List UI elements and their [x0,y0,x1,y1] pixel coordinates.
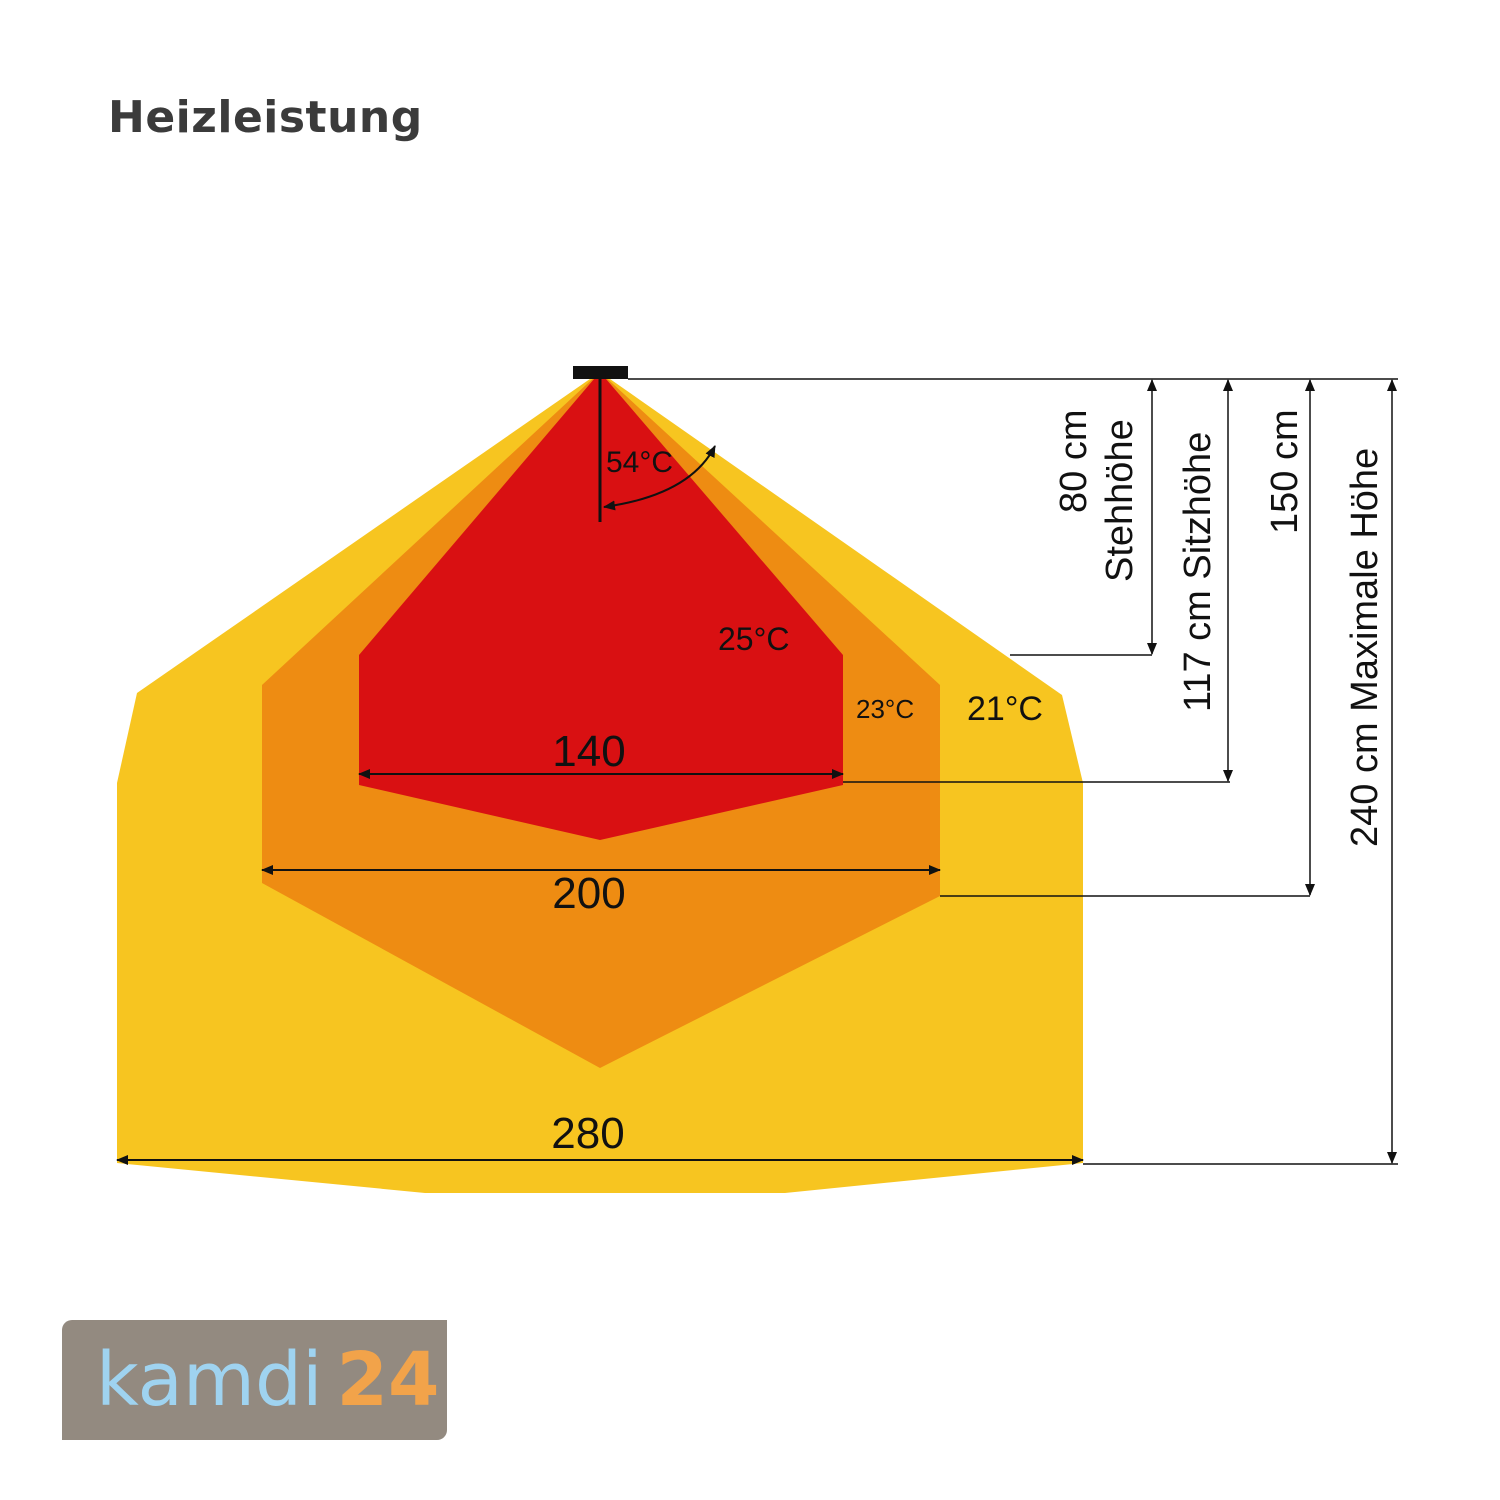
kamdi24-logo: kamdi 24 [62,1320,447,1440]
page-title: Heizleistung [108,92,423,143]
width-200-label: 200 [552,869,625,918]
zone-25-label: 25°C [718,621,790,657]
angle-label: 54°C [606,446,673,479]
width-280-label: 280 [551,1109,624,1158]
zone-25-area [359,372,843,840]
height-150-label: 150 cm [1264,409,1306,534]
height-80-label: 80 cm [1053,410,1095,513]
height-117-label: 117 cm Sitzhöhe [1177,432,1219,712]
width-140-label: 140 [552,727,625,776]
heater-icon [573,366,628,379]
logo-name: kamdi [96,1337,323,1423]
height-80-caption: Stehhöhe [1099,419,1141,582]
zone-21-label: 21°C [967,690,1043,728]
zone-23-label: 23°C [856,694,914,724]
logo-number: 24 [336,1337,440,1423]
height-240-label: 240 cm Maximale Höhe [1344,448,1386,847]
